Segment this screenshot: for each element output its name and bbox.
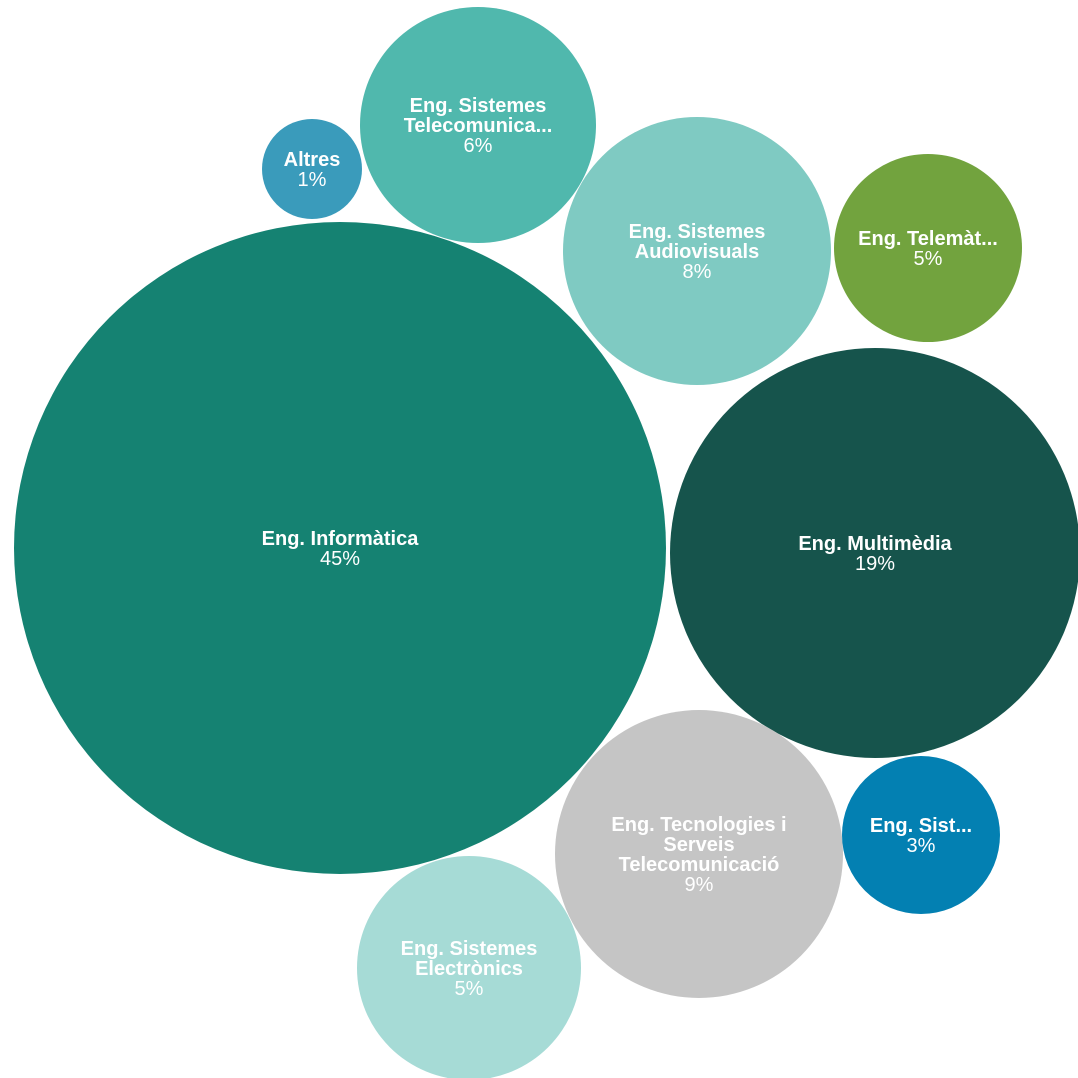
bubble-circle[interactable] <box>262 119 362 219</box>
bubble-value-label: 8% <box>683 261 712 283</box>
bubble-value-label: 6% <box>464 135 493 157</box>
bubble-circle[interactable] <box>834 154 1022 342</box>
bubble-label: Telecomunicació <box>619 854 780 876</box>
bubble-eng-telemat[interactable]: Eng. Telemàt...5% <box>834 154 1022 342</box>
bubble-value-label: 1% <box>298 169 327 191</box>
bubble-label: Eng. Sistemes <box>410 95 547 117</box>
bubble-label: Eng. Sistemes <box>401 938 538 960</box>
bubble-label: Eng. Sistemes <box>629 221 766 243</box>
bubble-circle[interactable] <box>555 710 843 998</box>
bubble-circle[interactable] <box>563 117 831 385</box>
bubble-value-label: 5% <box>914 248 943 270</box>
bubble-circle[interactable] <box>842 756 1000 914</box>
bubble-label: Eng. Multimèdia <box>798 533 952 555</box>
bubble-eng-tecnologies-i-serveis-telecomunicacio[interactable]: Eng. Tecnologies iServeisTelecomunicació… <box>555 710 843 998</box>
bubble-label: Telecomunica... <box>404 115 553 137</box>
bubble-eng-sist[interactable]: Eng. Sist...3% <box>842 756 1000 914</box>
bubble-label: Audiovisuals <box>635 241 759 263</box>
bubble-circle[interactable] <box>670 348 1078 758</box>
bubble-label: Electrònics <box>415 958 523 980</box>
bubble-value-label: 5% <box>455 978 484 1000</box>
bubble-value-label: 19% <box>855 553 895 575</box>
bubble-label: Serveis <box>663 834 734 856</box>
bubble-circle[interactable] <box>357 856 581 1078</box>
bubble-value-label: 9% <box>685 874 714 896</box>
bubble-circle[interactable] <box>14 222 666 874</box>
bubble-label: Eng. Telemàt... <box>858 228 998 250</box>
bubble-value-label: 45% <box>320 548 360 570</box>
bubble-circle[interactable] <box>360 7 596 243</box>
bubble-label: Altres <box>284 149 341 171</box>
bubble-label: Eng. Tecnologies i <box>611 814 786 836</box>
bubble-label: Eng. Informàtica <box>262 528 420 550</box>
bubble-value-label: 3% <box>907 835 936 857</box>
bubble-label: Eng. Sist... <box>870 815 972 837</box>
